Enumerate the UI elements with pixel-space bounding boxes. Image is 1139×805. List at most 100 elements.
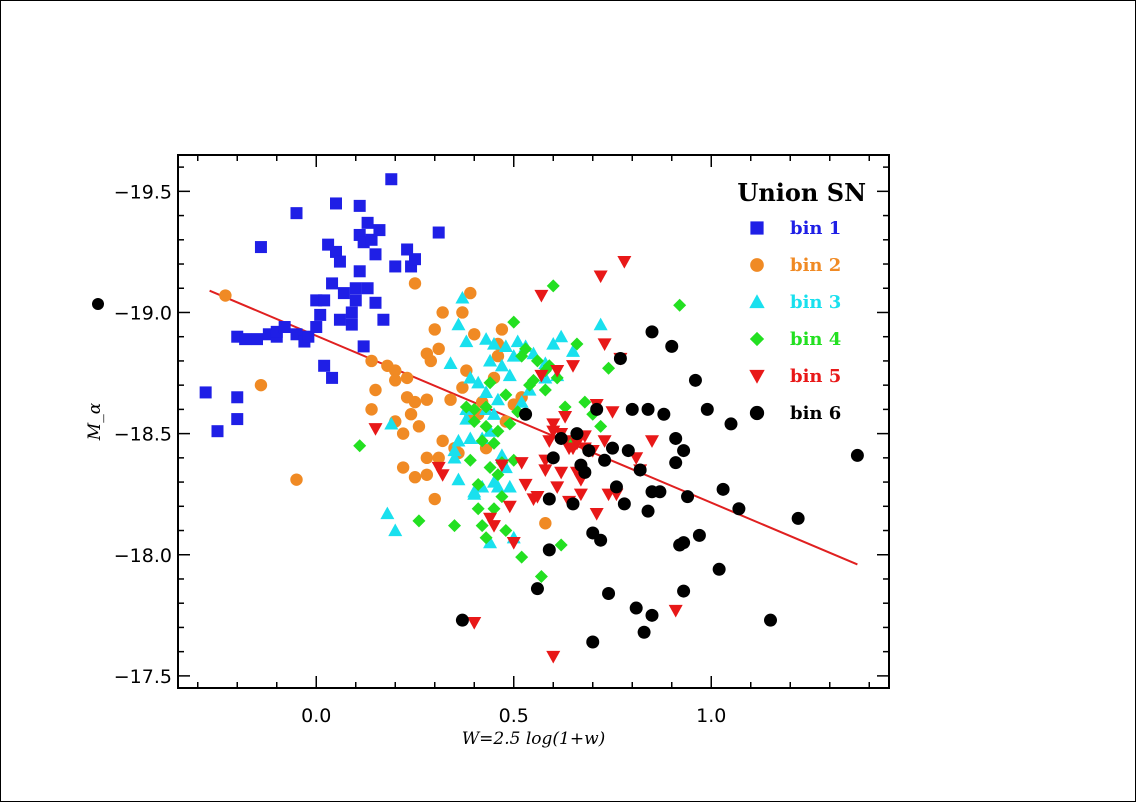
data-point <box>724 417 738 431</box>
data-point <box>408 395 422 409</box>
data-point <box>494 448 509 462</box>
data-point <box>688 373 702 387</box>
data-point <box>365 233 378 246</box>
data-point <box>546 418 561 431</box>
data-point <box>554 329 569 343</box>
data-point <box>791 511 805 525</box>
data-point <box>254 378 268 392</box>
data-point <box>530 491 545 504</box>
data-point <box>700 402 714 416</box>
data-point <box>487 436 501 450</box>
data-point <box>570 337 584 351</box>
data-point <box>451 317 466 331</box>
data-point <box>451 433 466 447</box>
data-point <box>764 613 777 627</box>
data-point <box>542 543 556 557</box>
data-point <box>467 487 482 500</box>
data-point <box>357 340 370 353</box>
data-point <box>318 359 331 372</box>
data-point <box>361 282 374 295</box>
data-point <box>318 294 331 307</box>
data-point <box>483 376 497 390</box>
data-point <box>539 517 552 530</box>
data-point <box>487 502 501 516</box>
data-point <box>404 408 418 421</box>
data-point <box>597 338 612 351</box>
data-point <box>353 265 366 278</box>
data-point <box>475 519 489 533</box>
data-point <box>424 354 437 368</box>
data-point <box>464 286 477 300</box>
data-point <box>850 448 864 462</box>
data-point <box>443 356 458 369</box>
data-point <box>290 473 303 486</box>
stray-marker <box>92 298 104 310</box>
data-point <box>471 502 485 516</box>
data-point <box>428 492 441 506</box>
data-point <box>605 406 620 419</box>
data-point <box>625 402 639 416</box>
data-point <box>681 490 695 504</box>
data-point <box>447 443 462 457</box>
data-point <box>389 364 402 377</box>
y-axis-label: M_α <box>85 402 105 441</box>
data-point <box>278 321 291 334</box>
data-point <box>602 361 616 375</box>
fit-line <box>209 289 858 566</box>
data-point <box>542 435 557 448</box>
data-point <box>506 349 521 362</box>
data-point <box>542 492 556 506</box>
data-point <box>353 199 366 212</box>
legend-marker <box>750 258 764 272</box>
data-point <box>673 298 687 312</box>
data-point <box>467 616 482 630</box>
legend-marker <box>749 405 765 421</box>
legend-item: bin 3 <box>749 292 841 313</box>
data-point <box>593 317 608 331</box>
data-point <box>463 431 478 445</box>
data-point <box>231 413 244 426</box>
data-point <box>570 427 584 441</box>
data-point <box>365 403 378 416</box>
data-point <box>456 381 469 394</box>
data-point <box>455 613 469 627</box>
data-point <box>199 386 212 399</box>
data-point <box>451 472 466 486</box>
data-point <box>479 419 493 433</box>
data-point <box>483 461 497 475</box>
data-point <box>431 461 446 475</box>
data-point <box>613 352 627 366</box>
data-point <box>479 385 494 399</box>
data-point <box>349 294 362 307</box>
data-point <box>463 453 477 467</box>
data-point <box>483 535 498 549</box>
y-tick-label: −19.0 <box>114 302 172 324</box>
data-point <box>420 451 434 465</box>
data-point <box>586 635 600 649</box>
data-point <box>349 282 362 295</box>
data-point <box>530 582 544 596</box>
data-point <box>326 371 339 384</box>
data-point <box>239 333 252 346</box>
axis-ticks <box>178 155 889 688</box>
tick-labels: 0.0 0.5 1.0 −19.5 −19.0 −18.5 −18.0 −17.5 <box>114 181 727 727</box>
data-point <box>447 450 462 464</box>
data-point <box>732 502 746 516</box>
data-point <box>566 497 580 511</box>
fit-line-layer <box>209 289 858 566</box>
data-point <box>491 424 505 438</box>
data-point <box>641 402 655 416</box>
data-point <box>330 197 342 210</box>
data-point <box>420 393 434 406</box>
data-point <box>251 333 263 346</box>
plot-area <box>177 154 890 689</box>
data-point <box>519 342 533 356</box>
data-point <box>377 313 390 326</box>
data-point <box>641 504 655 518</box>
data-point <box>333 313 346 326</box>
data-point <box>692 528 706 542</box>
data-point <box>389 374 402 387</box>
data-point <box>467 402 481 416</box>
